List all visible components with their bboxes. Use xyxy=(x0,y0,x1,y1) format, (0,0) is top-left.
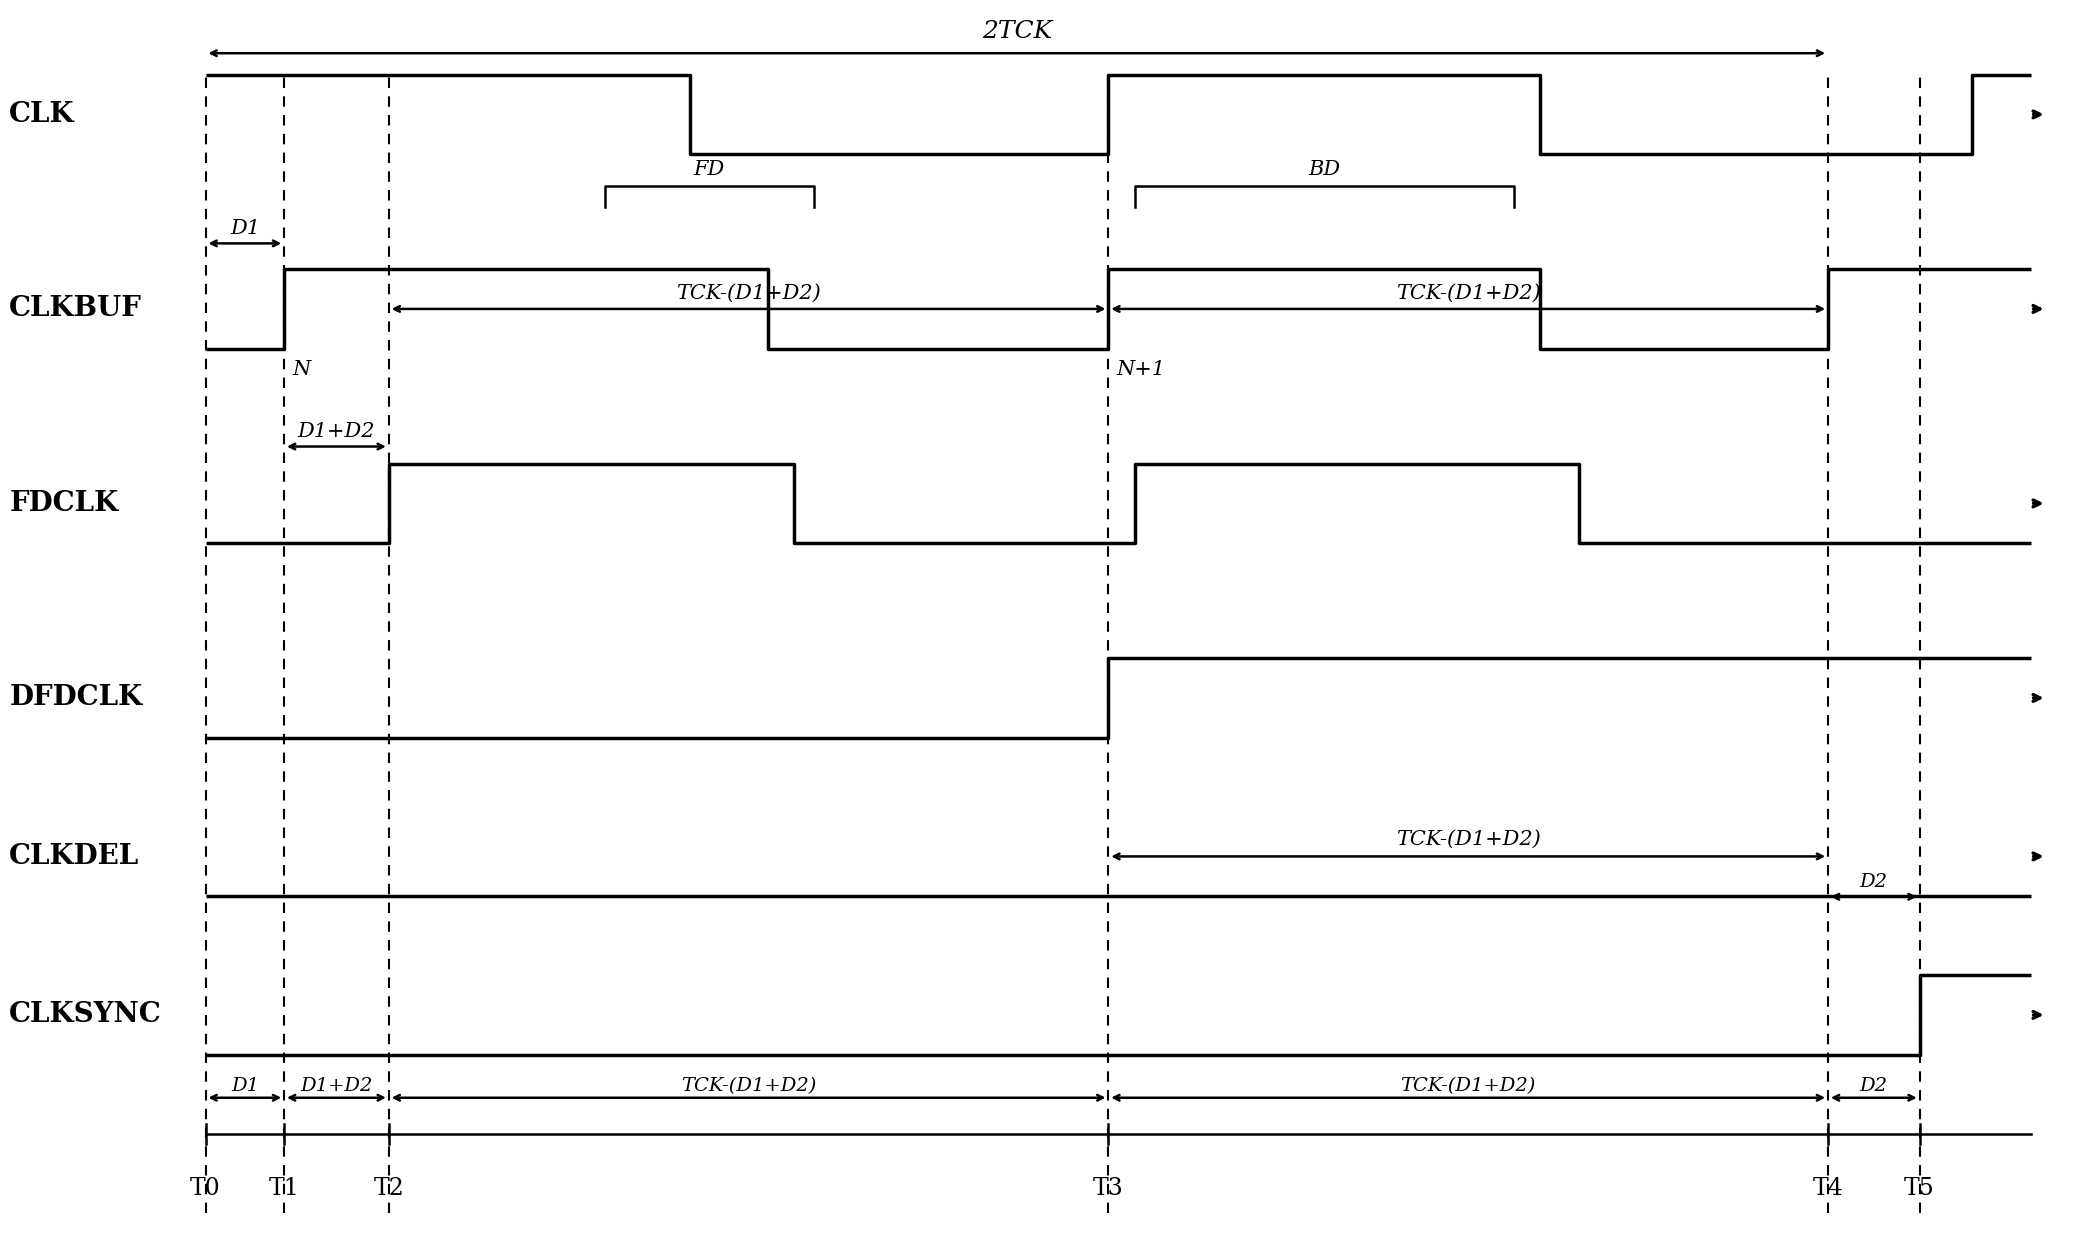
Text: TCK-(D1+D2): TCK-(D1+D2) xyxy=(680,1076,817,1095)
Text: T4: T4 xyxy=(1814,1177,1843,1200)
Text: D2: D2 xyxy=(1860,872,1887,891)
Text: T0: T0 xyxy=(191,1177,220,1200)
Text: CLKSYNC: CLKSYNC xyxy=(8,1001,162,1029)
Text: TCK-(D1+D2): TCK-(D1+D2) xyxy=(1396,285,1541,303)
Text: D1: D1 xyxy=(229,219,260,238)
Text: CLKDEL: CLKDEL xyxy=(8,844,139,870)
Text: TCK-(D1+D2): TCK-(D1+D2) xyxy=(1396,830,1541,850)
Text: 2TCK: 2TCK xyxy=(982,20,1052,43)
Text: T3: T3 xyxy=(1094,1177,1123,1200)
Text: CLKBUF: CLKBUF xyxy=(8,296,143,322)
Text: FDCLK: FDCLK xyxy=(8,490,118,517)
Text: T1: T1 xyxy=(269,1177,300,1200)
Text: D2: D2 xyxy=(1860,1076,1887,1095)
Text: TCK-(D1+D2): TCK-(D1+D2) xyxy=(676,285,821,303)
Text: TCK-(D1+D2): TCK-(D1+D2) xyxy=(1400,1076,1536,1095)
Text: D1+D2: D1+D2 xyxy=(298,422,376,441)
Text: D1: D1 xyxy=(231,1076,258,1095)
Text: CLK: CLK xyxy=(8,101,76,128)
Text: T2: T2 xyxy=(374,1177,405,1200)
Text: T5: T5 xyxy=(1904,1177,1935,1200)
Text: BD: BD xyxy=(1308,160,1341,179)
Text: N+1: N+1 xyxy=(1117,360,1165,379)
Text: FD: FD xyxy=(693,160,724,179)
Text: DFDCLK: DFDCLK xyxy=(8,685,143,711)
Text: D1+D2: D1+D2 xyxy=(300,1076,374,1095)
Text: N: N xyxy=(292,360,311,379)
